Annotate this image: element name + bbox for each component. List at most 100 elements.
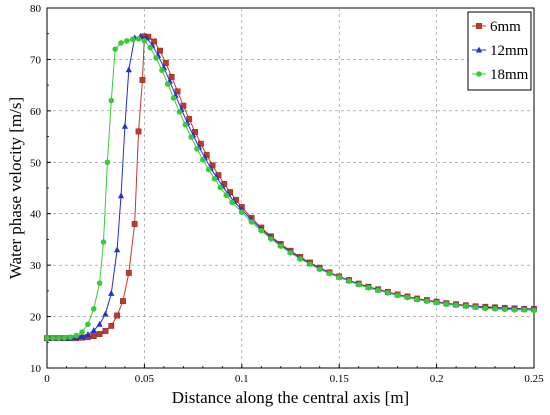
- y-tick-label: 20: [30, 312, 42, 324]
- data-point-18mm: [217, 184, 224, 191]
- data-point-18mm: [129, 36, 136, 43]
- data-point-18mm: [164, 81, 171, 87]
- data-point-12mm: [114, 246, 121, 253]
- x-tick-label: 0.2: [430, 373, 444, 385]
- data-point-6mm: [102, 328, 109, 334]
- data-point-12mm: [117, 192, 125, 199]
- data-point-18mm: [188, 134, 194, 140]
- data-point-18mm: [112, 46, 118, 52]
- legend: 6mm 12mm 18mm: [467, 11, 532, 91]
- data-point-12mm: [108, 290, 115, 296]
- data-point-18mm: [394, 292, 401, 299]
- data-point-6mm: [151, 38, 158, 45]
- data-point-18mm: [100, 239, 107, 245]
- legend-label: 6mm: [490, 19, 521, 35]
- data-point-6mm: [96, 331, 103, 337]
- data-point-6mm: [209, 162, 216, 169]
- data-point-18mm: [492, 306, 498, 312]
- legend-marker-18mm: [476, 71, 482, 77]
- data-point-18mm: [223, 192, 230, 198]
- data-point-6mm: [108, 322, 115, 329]
- data-point-18mm: [153, 55, 159, 61]
- data-point-18mm: [355, 281, 362, 288]
- grid: [47, 8, 534, 368]
- data-point-18mm: [211, 175, 218, 182]
- y-tick-label: 50: [30, 157, 42, 169]
- data-point-18mm: [277, 243, 284, 249]
- data-point-6mm: [203, 152, 210, 158]
- data-point-18mm: [239, 209, 245, 215]
- data-point-18mm: [501, 306, 508, 313]
- data-point-12mm: [121, 122, 129, 129]
- data-point-18mm: [258, 227, 265, 234]
- data-point-6mm: [120, 298, 126, 305]
- legend-marker-6mm: [476, 23, 482, 29]
- data-point-18mm: [443, 301, 450, 308]
- y-tick-label: 10: [30, 363, 42, 375]
- data-point-18mm: [463, 303, 469, 310]
- data-point-18mm: [482, 305, 489, 312]
- data-point-18mm: [307, 261, 313, 267]
- data-point-18mm: [287, 250, 294, 256]
- legend-item-6mm: 6mm: [472, 19, 521, 35]
- data-point-18mm: [336, 274, 343, 281]
- data-point-18mm: [316, 266, 323, 273]
- data-point-18mm: [124, 38, 130, 44]
- data-point-18mm: [531, 307, 537, 314]
- x-tick-label: 0.1: [235, 373, 249, 385]
- data-point-6mm: [180, 102, 187, 109]
- data-point-12mm: [125, 66, 132, 73]
- x-tick-label: 0.05: [135, 373, 155, 385]
- series-layer: [43, 32, 538, 342]
- series-18mm: [44, 36, 537, 341]
- axes: 0 0.05 0.1 0.15 0.2 0.25 10 20 30 40 50 60 70 80: [30, 3, 544, 385]
- data-point-18mm: [297, 256, 304, 262]
- data-point-18mm: [200, 156, 206, 163]
- data-point-18mm: [50, 335, 56, 341]
- data-point-18mm: [365, 284, 372, 291]
- data-point-18mm: [346, 278, 352, 284]
- data-point-18mm: [194, 146, 200, 152]
- data-point-18mm: [67, 334, 74, 340]
- data-point-18mm: [85, 321, 91, 328]
- data-point-18mm: [118, 40, 124, 46]
- data-point-6mm: [131, 221, 138, 227]
- data-point-18mm: [511, 307, 518, 313]
- data-point-6mm: [168, 74, 175, 80]
- x-tick-label: 0.15: [330, 373, 350, 385]
- data-point-18mm: [404, 294, 411, 301]
- data-point-18mm: [472, 304, 479, 311]
- data-point-18mm: [326, 270, 333, 277]
- data-point-18mm: [79, 329, 85, 335]
- data-point-18mm: [61, 334, 68, 341]
- y-tick-label: 60: [30, 106, 42, 118]
- data-point-12mm: [90, 327, 97, 333]
- data-point-18mm: [433, 299, 440, 306]
- data-point-12mm: [96, 320, 103, 327]
- data-point-18mm: [205, 166, 212, 173]
- y-tick-label: 70: [30, 54, 42, 66]
- y-tick-label: 80: [30, 3, 42, 15]
- data-point-6mm: [157, 47, 163, 54]
- data-point-18mm: [375, 287, 381, 294]
- data-point-6mm: [186, 116, 193, 122]
- y-tick-label: 30: [30, 260, 42, 272]
- data-point-18mm: [73, 332, 80, 339]
- data-point-18mm: [147, 44, 154, 51]
- data-point-18mm: [44, 335, 50, 341]
- data-point-18mm: [424, 298, 430, 304]
- data-point-12mm: [78, 333, 86, 340]
- data-point-18mm: [385, 290, 391, 296]
- legend-label: 18mm: [490, 67, 529, 83]
- data-point-18mm: [90, 306, 97, 312]
- data-point-18mm: [55, 335, 62, 341]
- legend-marker-12mm: [475, 46, 483, 53]
- data-point-18mm: [108, 97, 115, 104]
- data-point-18mm: [414, 296, 420, 303]
- x-tick-label: 0.25: [524, 373, 544, 385]
- data-point-18mm: [96, 280, 103, 286]
- data-point-12mm: [84, 331, 92, 338]
- data-point-18mm: [182, 121, 189, 128]
